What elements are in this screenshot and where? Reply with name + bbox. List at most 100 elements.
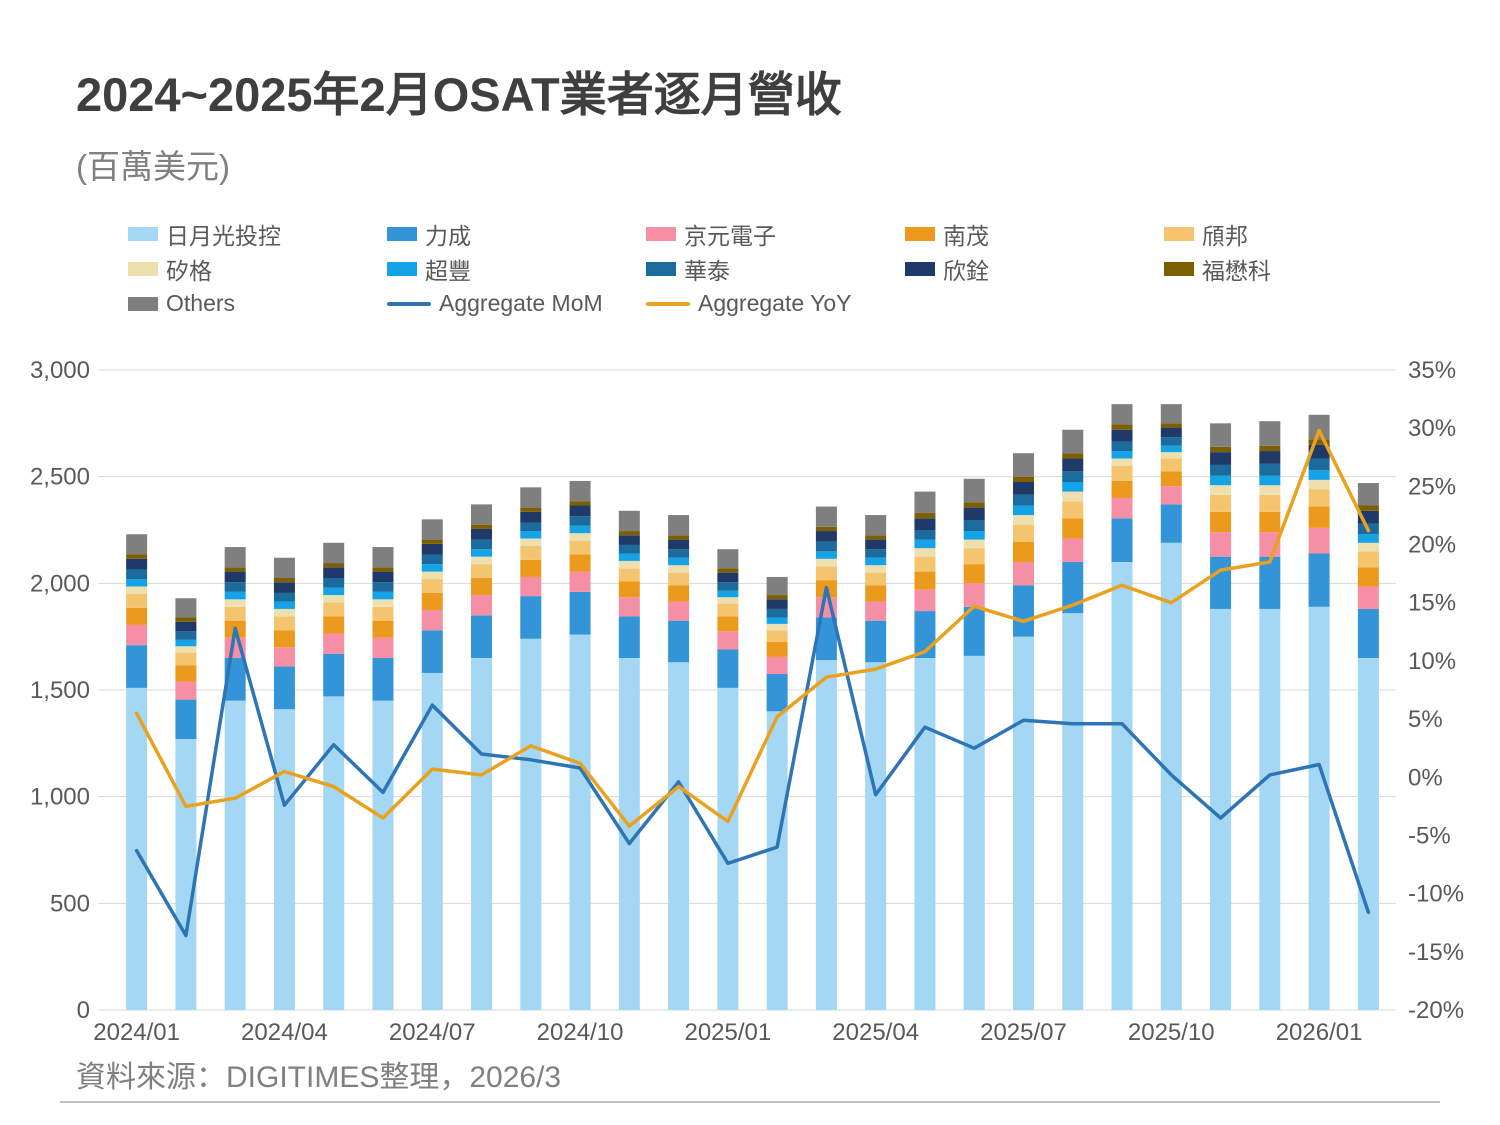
bar-segment-sigurd — [1062, 491, 1084, 502]
bar-segment-chipmos — [273, 630, 295, 648]
bar-segment-pti — [1259, 556, 1281, 609]
left-axis-label: 0 — [77, 997, 90, 1024]
bar-segment-pti — [569, 591, 591, 635]
bar-segment-chipbond — [372, 606, 394, 621]
bar-segment-pti — [618, 616, 640, 658]
bar-segment-pti — [865, 620, 887, 663]
x-axis-label: 2026/01 — [1276, 1019, 1363, 1046]
bar-segment-sigurd — [815, 558, 837, 567]
bar-segment-chipmos — [914, 571, 936, 590]
line-yoy — [134, 428, 1371, 828]
bar-segment-ase — [717, 687, 739, 1010]
legend-item-yoy: Aggregate YoY — [646, 290, 905, 317]
bar-segment-chipmos — [1259, 511, 1281, 533]
bar-segment-kyec — [1111, 498, 1133, 519]
bar-segment-ose — [224, 582, 246, 592]
bar-segment-ardentec — [323, 567, 345, 578]
source-note: 資料來源：DIGITIMES整理，2026/3 — [76, 1061, 562, 1094]
bar-segment-kyec — [273, 647, 295, 667]
bar-segment-ase — [668, 662, 690, 1010]
bar-segment-kyec — [1357, 586, 1379, 609]
chart-title: 2024~2025年2月OSAT業者逐月營收 — [76, 68, 842, 121]
bar-segment-ose — [323, 578, 345, 588]
bar-segment-others — [1210, 423, 1232, 447]
bar-segment-chipbond — [618, 568, 640, 582]
bar-segment-chipbond — [914, 556, 936, 572]
bar-segment-pti — [372, 658, 394, 701]
legend-line-sample-icon — [646, 301, 690, 306]
bar-segment-ase — [323, 696, 345, 1010]
bar-segment-others — [1160, 404, 1182, 424]
bar-segment-chipbond — [273, 616, 295, 631]
bar-segment-chipbond — [421, 579, 443, 593]
legend-item-greatek: 超豐 — [387, 252, 646, 286]
bar-segment-forehope — [323, 563, 345, 568]
legend-swatch-icon — [905, 261, 935, 276]
bar-segment-others — [372, 547, 394, 568]
bar-segment-chipbond — [175, 652, 197, 666]
bar-segment-forehope — [1210, 446, 1232, 453]
x-axis-label: 2025/07 — [980, 1019, 1067, 1046]
bar-segment-chipmos — [668, 585, 690, 602]
right-axis-label: 10% — [1408, 648, 1456, 675]
bar-segment-chipmos — [126, 607, 148, 625]
bar-segment-ardentec — [815, 531, 837, 542]
bar-segment-sigurd — [717, 597, 739, 604]
bar-segment-greatek — [1012, 505, 1034, 516]
bar-segment-pti — [963, 606, 985, 656]
bar-segment-pti — [520, 596, 542, 639]
bar-segment-kyec — [1210, 532, 1232, 557]
bar-segment-sigurd — [273, 608, 295, 617]
legend-item-chipbond: 頎邦 — [1164, 217, 1423, 251]
legend-label: 超豐 — [425, 257, 471, 284]
bar-segment-chipbond — [126, 594, 148, 608]
bar-segment-ase — [1210, 608, 1232, 1010]
legend-item-pti: 力成 — [387, 217, 646, 251]
x-axis-label: 2025/04 — [832, 1019, 919, 1046]
bar-segment-chipmos — [1062, 518, 1084, 539]
bar-segment-others — [323, 542, 345, 564]
bar-segment-forehope — [175, 617, 197, 622]
bar-segment-pti — [1012, 585, 1034, 637]
bar-segment-forehope — [126, 554, 148, 559]
bar-segment-ose — [914, 530, 936, 540]
bar-segment-ardentec — [471, 528, 493, 540]
bar-segment-chipmos — [569, 554, 591, 572]
bar-segment-ase — [1062, 613, 1084, 1010]
bar-segment-pti — [766, 674, 788, 712]
bar-segment-others — [618, 510, 640, 532]
right-axis-label: -10% — [1408, 881, 1464, 908]
legend-item-sigurd: 矽格 — [128, 252, 387, 286]
bar-segment-pti — [1357, 608, 1379, 658]
bar-segment-ase — [273, 709, 295, 1010]
x-axis-label: 2024/07 — [389, 1019, 476, 1046]
bar-segment-chipmos — [421, 592, 443, 610]
x-axis-label: 2024/04 — [241, 1019, 328, 1046]
bar-segment-pti — [717, 649, 739, 688]
x-axis-label: 2024/01 — [93, 1019, 180, 1046]
bar-segment-ardentec — [963, 507, 985, 521]
bar-segment-forehope — [914, 512, 936, 519]
bar-segment-ase — [224, 700, 246, 1010]
bar-segment-greatek — [914, 539, 936, 549]
bar-segment-forehope — [1111, 424, 1133, 430]
bar-segment-ardentec — [1062, 458, 1084, 472]
bar-segment-others — [569, 480, 591, 502]
bar-segment-ose — [372, 582, 394, 592]
bar-segment-greatek — [471, 549, 493, 557]
bar-segment-greatek — [815, 551, 837, 559]
bar-segment-others — [1062, 429, 1084, 454]
bar-segment-chipbond — [815, 566, 837, 581]
bar-segment-ardentec — [520, 511, 542, 523]
bar-segment-forehope — [569, 501, 591, 506]
bar-segment-sigurd — [1012, 515, 1034, 525]
bar-segment-others — [273, 557, 295, 578]
bar-segment-ardentec — [618, 535, 640, 545]
left-axis-label: 1,000 — [30, 784, 90, 811]
bar-segment-others — [766, 576, 788, 596]
bar-segment-forehope — [224, 567, 246, 572]
bar-segment-kyec — [963, 583, 985, 607]
bar-segment-others — [175, 598, 197, 618]
bar-segment-chipmos — [1308, 506, 1330, 528]
